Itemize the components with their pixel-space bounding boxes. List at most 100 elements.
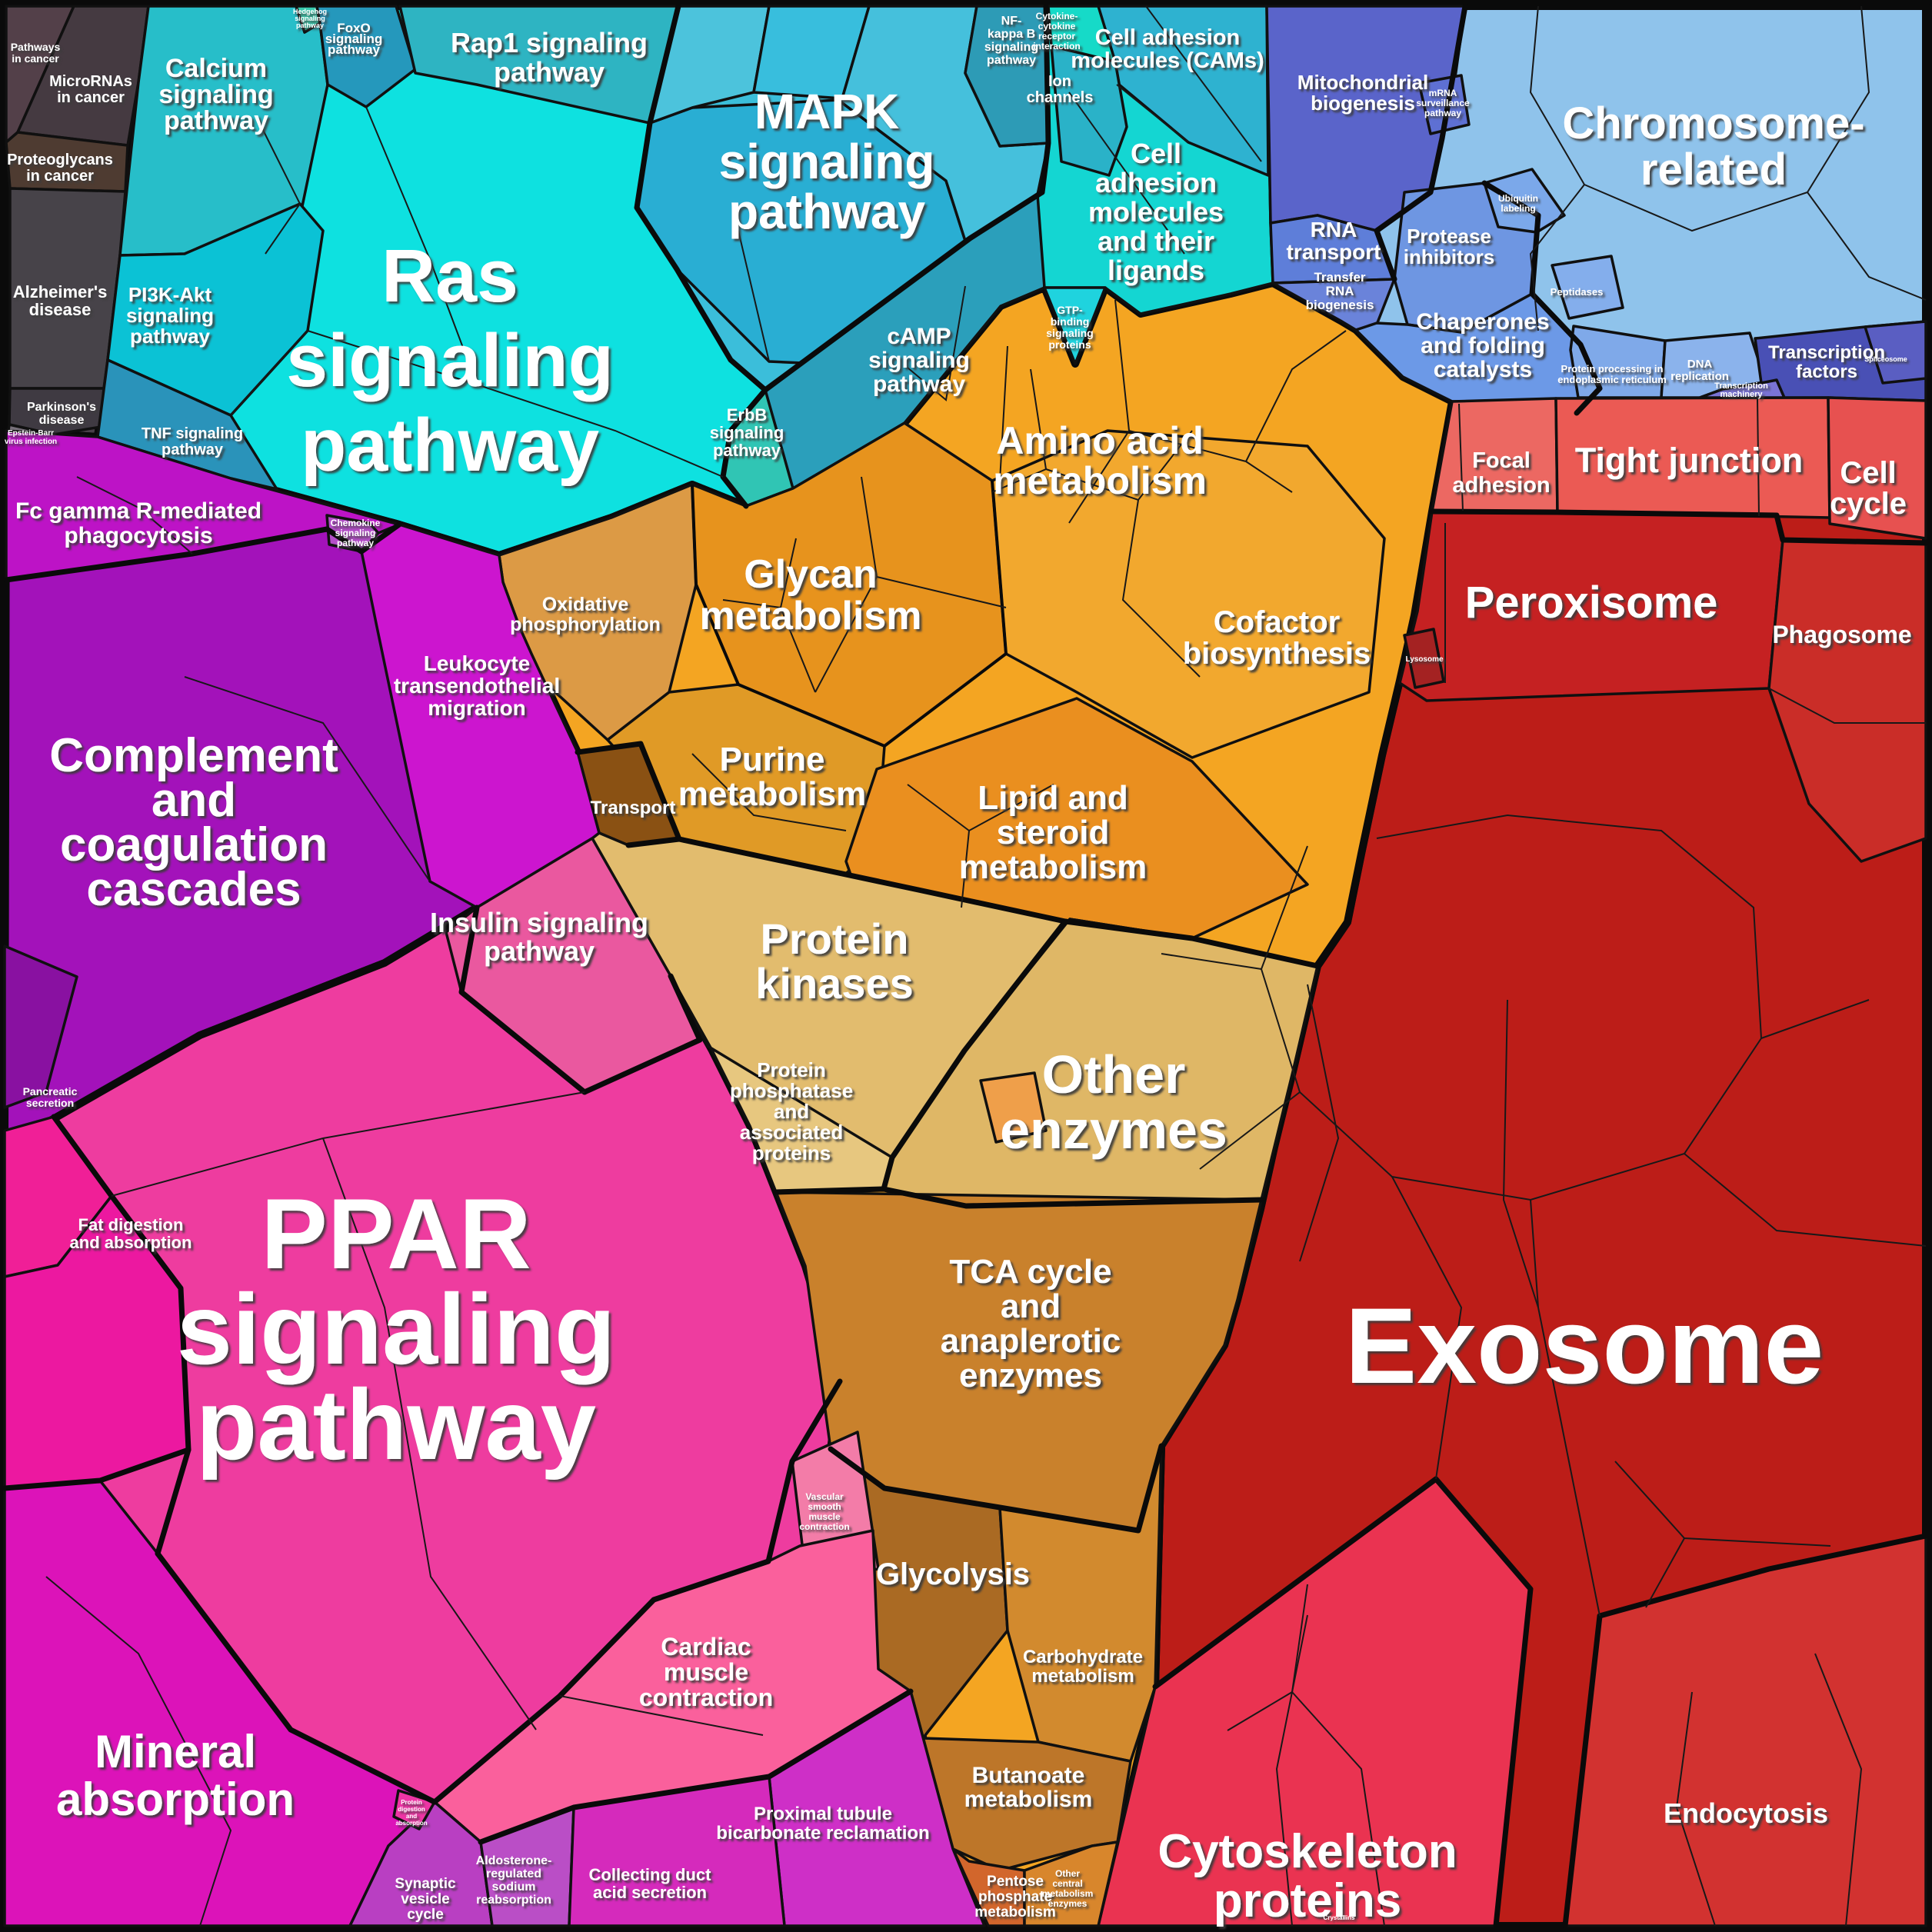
- svg-text:Other: Other: [1042, 1044, 1186, 1104]
- svg-text:anaplerotic: anaplerotic: [941, 1322, 1121, 1360]
- svg-text:pathway: pathway: [713, 441, 781, 460]
- svg-text:and: and: [774, 1100, 809, 1123]
- svg-text:phagocytosis: phagocytosis: [64, 523, 212, 548]
- svg-text:signaling: signaling: [158, 80, 273, 109]
- svg-text:factors: factors: [1796, 361, 1857, 382]
- svg-text:biosynthesis: biosynthesis: [1183, 637, 1371, 671]
- svg-text:reabsorption: reabsorption: [476, 1894, 551, 1907]
- svg-text:Transcription: Transcription: [1714, 381, 1768, 391]
- svg-text:Spliceosome: Spliceosome: [1864, 355, 1907, 363]
- svg-text:pathway: pathway: [337, 538, 374, 548]
- svg-text:Hedgehog: Hedgehog: [293, 8, 327, 15]
- svg-text:Pentose: Pentose: [987, 1874, 1044, 1890]
- svg-text:associated: associated: [740, 1121, 843, 1144]
- svg-text:DNA: DNA: [1687, 358, 1713, 371]
- svg-text:secretion: secretion: [26, 1097, 74, 1109]
- svg-text:signaling: signaling: [286, 318, 614, 402]
- svg-text:signaling: signaling: [868, 348, 970, 373]
- svg-text:signaling: signaling: [126, 304, 214, 327]
- svg-text:cycle: cycle: [407, 1907, 444, 1923]
- svg-text:signaling: signaling: [335, 528, 376, 538]
- svg-text:contraction: contraction: [799, 1521, 849, 1532]
- svg-text:Lysosome: Lysosome: [1405, 655, 1444, 664]
- svg-text:Protease: Protease: [1407, 225, 1491, 248]
- svg-text:phosphatase: phosphatase: [730, 1079, 853, 1102]
- svg-text:biogenesis: biogenesis: [1306, 298, 1374, 312]
- svg-text:pathway: pathway: [130, 325, 211, 348]
- svg-text:Butanoate: Butanoate: [972, 1763, 1085, 1788]
- svg-text:pathway: pathway: [328, 42, 381, 57]
- svg-text:metabolism: metabolism: [678, 775, 867, 813]
- svg-text:replication: replication: [1671, 370, 1729, 383]
- svg-text:Rap1 signaling: Rap1 signaling: [451, 27, 648, 58]
- svg-text:pathway: pathway: [728, 184, 925, 239]
- svg-text:GTP-: GTP-: [1057, 304, 1083, 316]
- svg-text:regulated: regulated: [486, 1867, 541, 1880]
- svg-text:Synaptic: Synaptic: [395, 1876, 456, 1892]
- svg-text:adhesion: adhesion: [1095, 167, 1217, 198]
- svg-text:muscle: muscle: [808, 1511, 841, 1522]
- svg-text:Cell adhesion: Cell adhesion: [1095, 25, 1241, 50]
- svg-text:proteins: proteins: [1214, 1874, 1402, 1927]
- svg-text:proteins: proteins: [1048, 338, 1091, 351]
- svg-text:adhesion: adhesion: [1452, 473, 1550, 498]
- svg-text:Crystallins: Crystallins: [1324, 1914, 1355, 1921]
- svg-text:Leukocyte: Leukocyte: [424, 651, 531, 675]
- svg-text:Protein: Protein: [401, 1799, 422, 1806]
- svg-text:pathway: pathway: [196, 1368, 596, 1481]
- svg-text:inhibitors: inhibitors: [1404, 245, 1494, 268]
- svg-text:metabolism: metabolism: [1042, 1888, 1094, 1899]
- svg-text:disease: disease: [39, 414, 85, 427]
- svg-text:bicarbonate reclamation: bicarbonate reclamation: [716, 1823, 929, 1844]
- svg-text:signaling: signaling: [719, 134, 935, 189]
- svg-text:absorption: absorption: [56, 1774, 295, 1825]
- svg-text:Mitochondrial: Mitochondrial: [1297, 71, 1428, 94]
- svg-text:Purine: Purine: [720, 741, 825, 778]
- svg-text:pathway: pathway: [1424, 108, 1461, 118]
- svg-text:transport: transport: [1287, 240, 1381, 264]
- svg-text:Proteoglycans: Proteoglycans: [7, 152, 113, 168]
- svg-text:signaling: signaling: [710, 423, 784, 442]
- svg-text:proteins: proteins: [752, 1141, 831, 1164]
- svg-text:metabolism: metabolism: [974, 1904, 1056, 1920]
- svg-text:Peroxisome: Peroxisome: [1465, 578, 1718, 628]
- svg-text:Cofactor: Cofactor: [1214, 605, 1340, 639]
- svg-text:MAPK: MAPK: [754, 84, 899, 139]
- svg-text:pathway: pathway: [301, 403, 599, 487]
- svg-text:steroid: steroid: [997, 814, 1110, 851]
- svg-text:Mineral: Mineral: [95, 1726, 256, 1777]
- svg-text:enzymes: enzymes: [1000, 1100, 1227, 1160]
- svg-text:signaling: signaling: [984, 41, 1038, 54]
- svg-text:and: and: [152, 774, 236, 827]
- svg-text:cytokine: cytokine: [1038, 21, 1076, 32]
- svg-text:cycle: cycle: [1830, 487, 1907, 521]
- svg-text:muscle: muscle: [664, 1658, 748, 1686]
- svg-text:TNF signaling: TNF signaling: [142, 425, 243, 442]
- svg-text:Carbohydrate: Carbohydrate: [1023, 1647, 1143, 1667]
- svg-text:surveillance: surveillance: [1416, 98, 1470, 108]
- svg-text:Transport: Transport: [591, 798, 676, 818]
- svg-text:Exosome: Exosome: [1345, 1285, 1824, 1406]
- svg-text:Pathways: Pathways: [11, 41, 61, 53]
- svg-text:Endocytosis: Endocytosis: [1664, 1797, 1828, 1829]
- svg-text:interaction: interaction: [1033, 41, 1080, 52]
- svg-text:coagulation: coagulation: [60, 818, 328, 871]
- svg-text:labeling: labeling: [1501, 203, 1535, 214]
- svg-text:Transfer: Transfer: [1314, 270, 1365, 285]
- svg-text:Collecting duct: Collecting duct: [589, 1865, 712, 1884]
- svg-text:absorption: absorption: [395, 1820, 427, 1827]
- svg-text:signaling: signaling: [295, 15, 325, 22]
- svg-text:Alzheimer's: Alzheimer's: [13, 282, 108, 301]
- svg-text:and their: and their: [1098, 225, 1214, 257]
- svg-text:PI3K-Akt: PI3K-Akt: [128, 283, 212, 306]
- svg-text:Cytokine-: Cytokine-: [1036, 11, 1078, 22]
- svg-text:Phagosome: Phagosome: [1772, 621, 1911, 648]
- svg-text:digestion: digestion: [398, 1806, 425, 1813]
- svg-text:Chaperones: Chaperones: [1416, 309, 1549, 335]
- svg-text:signaling: signaling: [177, 1273, 616, 1385]
- svg-text:Protein: Protein: [757, 1058, 826, 1081]
- svg-text:Glycan: Glycan: [744, 552, 877, 597]
- svg-text:metabolism: metabolism: [1031, 1666, 1134, 1687]
- svg-text:Cardiac: Cardiac: [661, 1633, 751, 1661]
- svg-text:binding: binding: [1051, 315, 1090, 328]
